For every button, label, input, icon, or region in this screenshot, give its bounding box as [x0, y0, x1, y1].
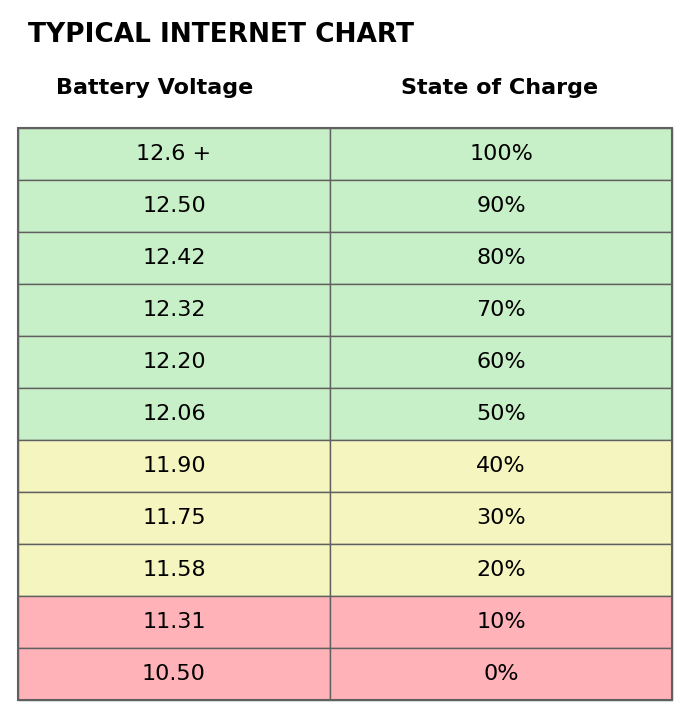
Bar: [330, 596, 672, 648]
Bar: [330, 388, 672, 440]
Bar: [330, 284, 672, 336]
Bar: [18, 180, 330, 232]
Text: 40%: 40%: [476, 456, 526, 476]
Bar: [18, 284, 330, 336]
Bar: [18, 388, 330, 440]
Text: 80%: 80%: [476, 248, 526, 268]
Text: Battery Voltage: Battery Voltage: [56, 78, 254, 98]
Bar: [18, 128, 330, 180]
Text: 12.20: 12.20: [142, 352, 206, 372]
Bar: [18, 440, 330, 492]
Text: 70%: 70%: [476, 300, 526, 320]
Bar: [18, 232, 330, 284]
Text: 12.32: 12.32: [142, 300, 206, 320]
Bar: [18, 544, 330, 596]
Text: 11.31: 11.31: [142, 612, 206, 632]
Bar: [330, 180, 672, 232]
Bar: [18, 128, 672, 700]
Bar: [18, 336, 330, 388]
Text: 50%: 50%: [476, 404, 526, 424]
Text: TYPICAL INTERNET CHART: TYPICAL INTERNET CHART: [28, 22, 414, 48]
Bar: [330, 336, 672, 388]
Text: 12.42: 12.42: [142, 248, 206, 268]
Text: State of Charge: State of Charge: [401, 78, 599, 98]
Bar: [330, 648, 672, 700]
Text: 0%: 0%: [483, 664, 519, 684]
Text: 10.50: 10.50: [142, 664, 206, 684]
Text: 20%: 20%: [476, 560, 526, 580]
Text: 60%: 60%: [476, 352, 526, 372]
Text: 11.75: 11.75: [142, 508, 206, 528]
Text: 30%: 30%: [476, 508, 526, 528]
Text: 10%: 10%: [476, 612, 526, 632]
Text: 90%: 90%: [476, 196, 526, 216]
Bar: [330, 128, 672, 180]
Text: 12.6 +: 12.6 +: [137, 144, 212, 164]
Text: 12.06: 12.06: [142, 404, 206, 424]
Bar: [18, 596, 330, 648]
Bar: [18, 648, 330, 700]
Bar: [330, 492, 672, 544]
Text: 12.50: 12.50: [142, 196, 206, 216]
Bar: [18, 492, 330, 544]
Text: 11.58: 11.58: [142, 560, 206, 580]
Text: 100%: 100%: [469, 144, 533, 164]
Bar: [330, 232, 672, 284]
Bar: [330, 440, 672, 492]
Text: 11.90: 11.90: [142, 456, 206, 476]
Bar: [330, 544, 672, 596]
